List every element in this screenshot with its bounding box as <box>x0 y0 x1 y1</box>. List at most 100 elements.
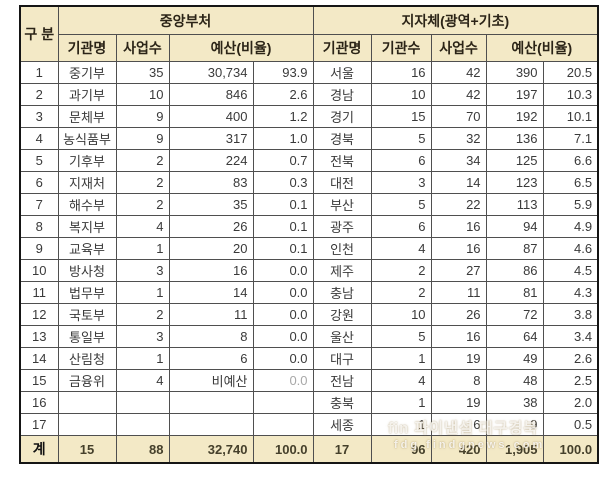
header-central-budget-ratio: 예산(비율) <box>168 34 314 62</box>
header-local-project-count: 사업수 <box>430 34 487 62</box>
cell-row-number: 7 <box>19 193 59 216</box>
cell-central-project-count: 35 <box>115 61 170 84</box>
cell-local-org-count: 16 <box>370 61 432 84</box>
total-local-budget-ratio: 100.0 <box>542 435 599 464</box>
cell-central-agency-name: 방사청 <box>57 259 117 282</box>
cell-local-org-count: 2 <box>370 259 432 282</box>
cell-local-budget-amount: 125 <box>485 149 544 172</box>
cell-local-agency-name: 경북 <box>312 127 372 150</box>
header-local-budget-ratio: 예산(비율) <box>485 34 599 62</box>
cell-local-agency-name: 경남 <box>312 83 372 106</box>
cell-local-org-count: 15 <box>370 105 432 128</box>
cell-local-budget-ratio: 4.9 <box>542 215 599 238</box>
cell-row-number: 10 <box>19 259 59 282</box>
cell-row-number: 5 <box>19 149 59 172</box>
table-body: 1 중기부 35 30,734 93.9 서울 16 42 390 20.5 2 과기부 10 846 2.… <box>19 61 599 436</box>
cell-local-budget-amount: 9 <box>485 413 544 436</box>
table-row: 11 법무부 1 14 0.0 충남 2 11 81 4.3 <box>19 281 599 304</box>
cell-local-project-count: 16 <box>430 325 487 348</box>
cell-central-agency-name: 법무부 <box>57 281 117 304</box>
cell-local-org-count: 6 <box>370 149 432 172</box>
cell-local-agency-name: 세종 <box>312 413 372 436</box>
cell-row-number: 16 <box>19 391 59 414</box>
cell-central-budget-ratio: 1.0 <box>252 127 314 150</box>
cell-central-budget-amount: 8 <box>168 325 254 348</box>
cell-local-project-count: 34 <box>430 149 487 172</box>
cell-local-project-count: 70 <box>430 105 487 128</box>
cell-central-budget-amount <box>168 391 254 414</box>
header-central-agency-name: 기관명 <box>57 34 117 62</box>
cell-central-budget-amount: 846 <box>168 83 254 106</box>
cell-central-budget-amount: 20 <box>168 237 254 260</box>
cell-central-budget-amount: 14 <box>168 281 254 304</box>
cell-central-budget-amount: 224 <box>168 149 254 172</box>
cell-row-number: 8 <box>19 215 59 238</box>
cell-central-project-count: 2 <box>115 149 170 172</box>
cell-central-agency-name <box>57 413 117 436</box>
cell-central-budget-amount: 26 <box>168 215 254 238</box>
cell-central-budget-ratio: 1.2 <box>252 105 314 128</box>
total-local-project-count: 420 <box>430 435 487 464</box>
cell-central-project-count: 2 <box>115 171 170 194</box>
cell-local-agency-name: 울산 <box>312 325 372 348</box>
header-local-org-count: 기관수 <box>370 34 432 62</box>
cell-central-agency-name: 국토부 <box>57 303 117 326</box>
cell-local-project-count: 11 <box>430 281 487 304</box>
cell-local-org-count: 5 <box>370 193 432 216</box>
cell-local-budget-ratio: 3.4 <box>542 325 599 348</box>
cell-row-number: 6 <box>19 171 59 194</box>
cell-local-project-count: 19 <box>430 391 487 414</box>
cell-central-project-count: 2 <box>115 193 170 216</box>
cell-local-budget-ratio: 7.1 <box>542 127 599 150</box>
cell-central-project-count: 4 <box>115 369 170 392</box>
cell-local-budget-amount: 94 <box>485 215 544 238</box>
cell-central-agency-name: 해수부 <box>57 193 117 216</box>
cell-central-budget-ratio: 2.6 <box>252 83 314 106</box>
cell-central-budget-ratio <box>252 391 314 414</box>
cell-local-budget-amount: 197 <box>485 83 544 106</box>
cell-central-project-count: 4 <box>115 215 170 238</box>
cell-local-project-count: 14 <box>430 171 487 194</box>
table-row: 10 방사청 3 16 0.0 제주 2 27 86 4.5 <box>19 259 599 282</box>
cell-central-budget-ratio: 0.0 <box>252 281 314 304</box>
cell-local-budget-ratio: 10.3 <box>542 83 599 106</box>
cell-central-budget-amount: 400 <box>168 105 254 128</box>
cell-row-number: 17 <box>19 413 59 436</box>
cell-local-project-count: 42 <box>430 83 487 106</box>
cell-local-budget-ratio: 20.5 <box>542 61 599 84</box>
cell-local-org-count: 2 <box>370 281 432 304</box>
cell-row-number: 9 <box>19 237 59 260</box>
table-row: 3 문체부 9 400 1.2 경기 15 70 192 10.1 <box>19 105 599 128</box>
table-row: 15 금융위 4 비예산 0.0 전남 4 8 48 2.5 <box>19 369 599 392</box>
cell-central-project-count: 9 <box>115 105 170 128</box>
cell-row-number: 11 <box>19 281 59 304</box>
cell-local-org-count: 1 <box>370 347 432 370</box>
cell-local-org-count: 1 <box>370 413 432 436</box>
cell-central-agency-name: 교육부 <box>57 237 117 260</box>
table-row: 1 중기부 35 30,734 93.9 서울 16 42 390 20.5 <box>19 61 599 84</box>
cell-local-budget-ratio: 4.6 <box>542 237 599 260</box>
cell-local-budget-amount: 136 <box>485 127 544 150</box>
cell-central-project-count: 1 <box>115 347 170 370</box>
cell-row-number: 14 <box>19 347 59 370</box>
cell-central-agency-name: 중기부 <box>57 61 117 84</box>
table-row: 16 충북 1 19 38 2.0 <box>19 391 599 414</box>
cell-central-project-count <box>115 391 170 414</box>
cell-local-project-count: 16 <box>430 215 487 238</box>
cell-local-project-count: 42 <box>430 61 487 84</box>
table-row: 12 국토부 2 11 0.0 강원 10 26 72 3.8 <box>19 303 599 326</box>
cell-local-agency-name: 대구 <box>312 347 372 370</box>
cell-central-agency-name: 과기부 <box>57 83 117 106</box>
cell-local-agency-name: 광주 <box>312 215 372 238</box>
cell-central-budget-amount: 비예산 <box>168 369 254 392</box>
cell-local-budget-amount: 390 <box>485 61 544 84</box>
table-row: 9 교육부 1 20 0.1 인천 4 16 87 4.6 <box>19 237 599 260</box>
cell-central-budget-amount: 83 <box>168 171 254 194</box>
cell-local-org-count: 5 <box>370 127 432 150</box>
cell-local-org-count: 10 <box>370 303 432 326</box>
table-row: 4 농식품부 9 317 1.0 경북 5 32 136 7.1 <box>19 127 599 150</box>
cell-central-project-count: 9 <box>115 127 170 150</box>
table-row: 14 산림청 1 6 0.0 대구 1 19 49 2.6 <box>19 347 599 370</box>
cell-central-project-count: 2 <box>115 303 170 326</box>
cell-local-project-count: 16 <box>430 237 487 260</box>
